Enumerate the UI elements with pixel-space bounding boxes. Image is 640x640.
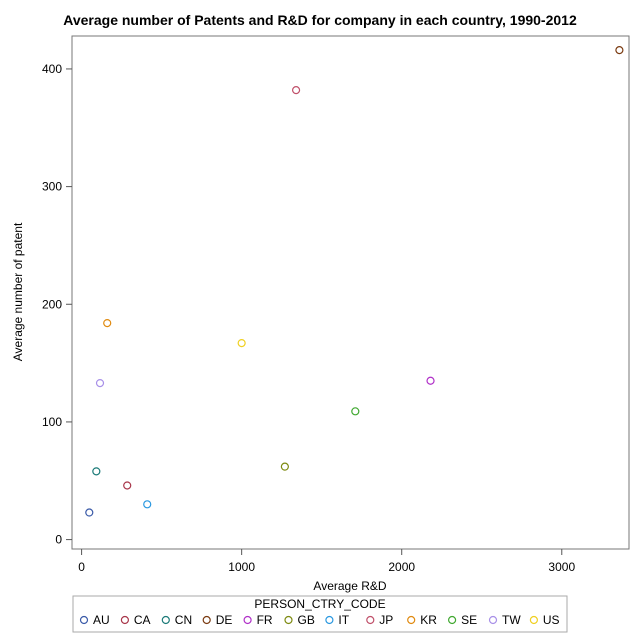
legend-title: PERSON_CTRY_CODE bbox=[254, 597, 385, 611]
data-points bbox=[85, 46, 624, 517]
data-point-cn bbox=[92, 467, 101, 476]
y-tick-label: 300 bbox=[42, 180, 62, 194]
x-axis: 0 1000 2000 3000 bbox=[78, 549, 575, 574]
legend-marker-us bbox=[529, 615, 539, 625]
legend-label-se: SE bbox=[461, 613, 477, 627]
legend-marker-se bbox=[448, 615, 457, 625]
legend-label-de: DE bbox=[216, 613, 233, 627]
legend-label-kr: KR bbox=[420, 613, 437, 627]
x-tick-label: 1000 bbox=[228, 560, 255, 574]
x-axis-label: Average R&D bbox=[313, 579, 386, 593]
y-tick-label: 200 bbox=[42, 297, 62, 311]
legend-marker-ca bbox=[120, 615, 130, 625]
legend-marker-kr bbox=[407, 615, 416, 625]
data-point-fr bbox=[426, 376, 435, 385]
data-point-de bbox=[615, 46, 624, 55]
x-tick-label: 2000 bbox=[388, 560, 415, 574]
legend-label-gb: GB bbox=[298, 613, 315, 627]
chart-title: Average number of Patents and R&D for co… bbox=[63, 12, 577, 28]
legend-label-au: AU bbox=[93, 613, 110, 627]
y-axis: 0 100 200 300 400 bbox=[42, 62, 72, 547]
legend-marker-it bbox=[325, 615, 334, 625]
y-tick-label: 0 bbox=[55, 533, 62, 547]
x-tick-label: 0 bbox=[78, 560, 85, 574]
legend-label-cn: CN bbox=[175, 613, 192, 627]
data-point-jp bbox=[291, 86, 301, 95]
legend-box bbox=[72, 595, 568, 633]
data-point-kr bbox=[103, 318, 112, 328]
legend-marker-tw bbox=[488, 615, 498, 625]
legend-label-fr: FR bbox=[257, 613, 273, 627]
data-point-us bbox=[237, 338, 246, 348]
legend-label-jp: JP bbox=[379, 613, 393, 627]
data-point-tw bbox=[95, 378, 105, 388]
legend-marker-au bbox=[79, 615, 89, 625]
legend: AU CA CN DE FR GB IT JP KR SE TW US bbox=[79, 613, 560, 627]
legend-marker-gb bbox=[284, 615, 293, 625]
legend-label-it: IT bbox=[338, 613, 349, 627]
legend-label-ca: CA bbox=[134, 613, 151, 627]
data-point-gb bbox=[280, 462, 289, 471]
y-tick-label: 400 bbox=[42, 62, 62, 76]
y-axis-label: Average number of patent bbox=[11, 222, 25, 361]
y-tick-label: 100 bbox=[42, 415, 62, 429]
x-tick-label: 3000 bbox=[548, 560, 575, 574]
legend-label-us: US bbox=[543, 613, 560, 627]
data-point-au bbox=[85, 508, 94, 517]
legend-marker-jp bbox=[366, 615, 375, 625]
legend-marker-fr bbox=[243, 615, 252, 625]
legend-marker-cn bbox=[161, 615, 170, 625]
plot-area bbox=[71, 35, 630, 550]
data-point-it bbox=[143, 500, 152, 509]
legend-label-tw: TW bbox=[502, 613, 521, 627]
legend-marker-de bbox=[202, 615, 211, 625]
data-point-se bbox=[351, 407, 360, 416]
data-point-ca bbox=[123, 481, 132, 490]
